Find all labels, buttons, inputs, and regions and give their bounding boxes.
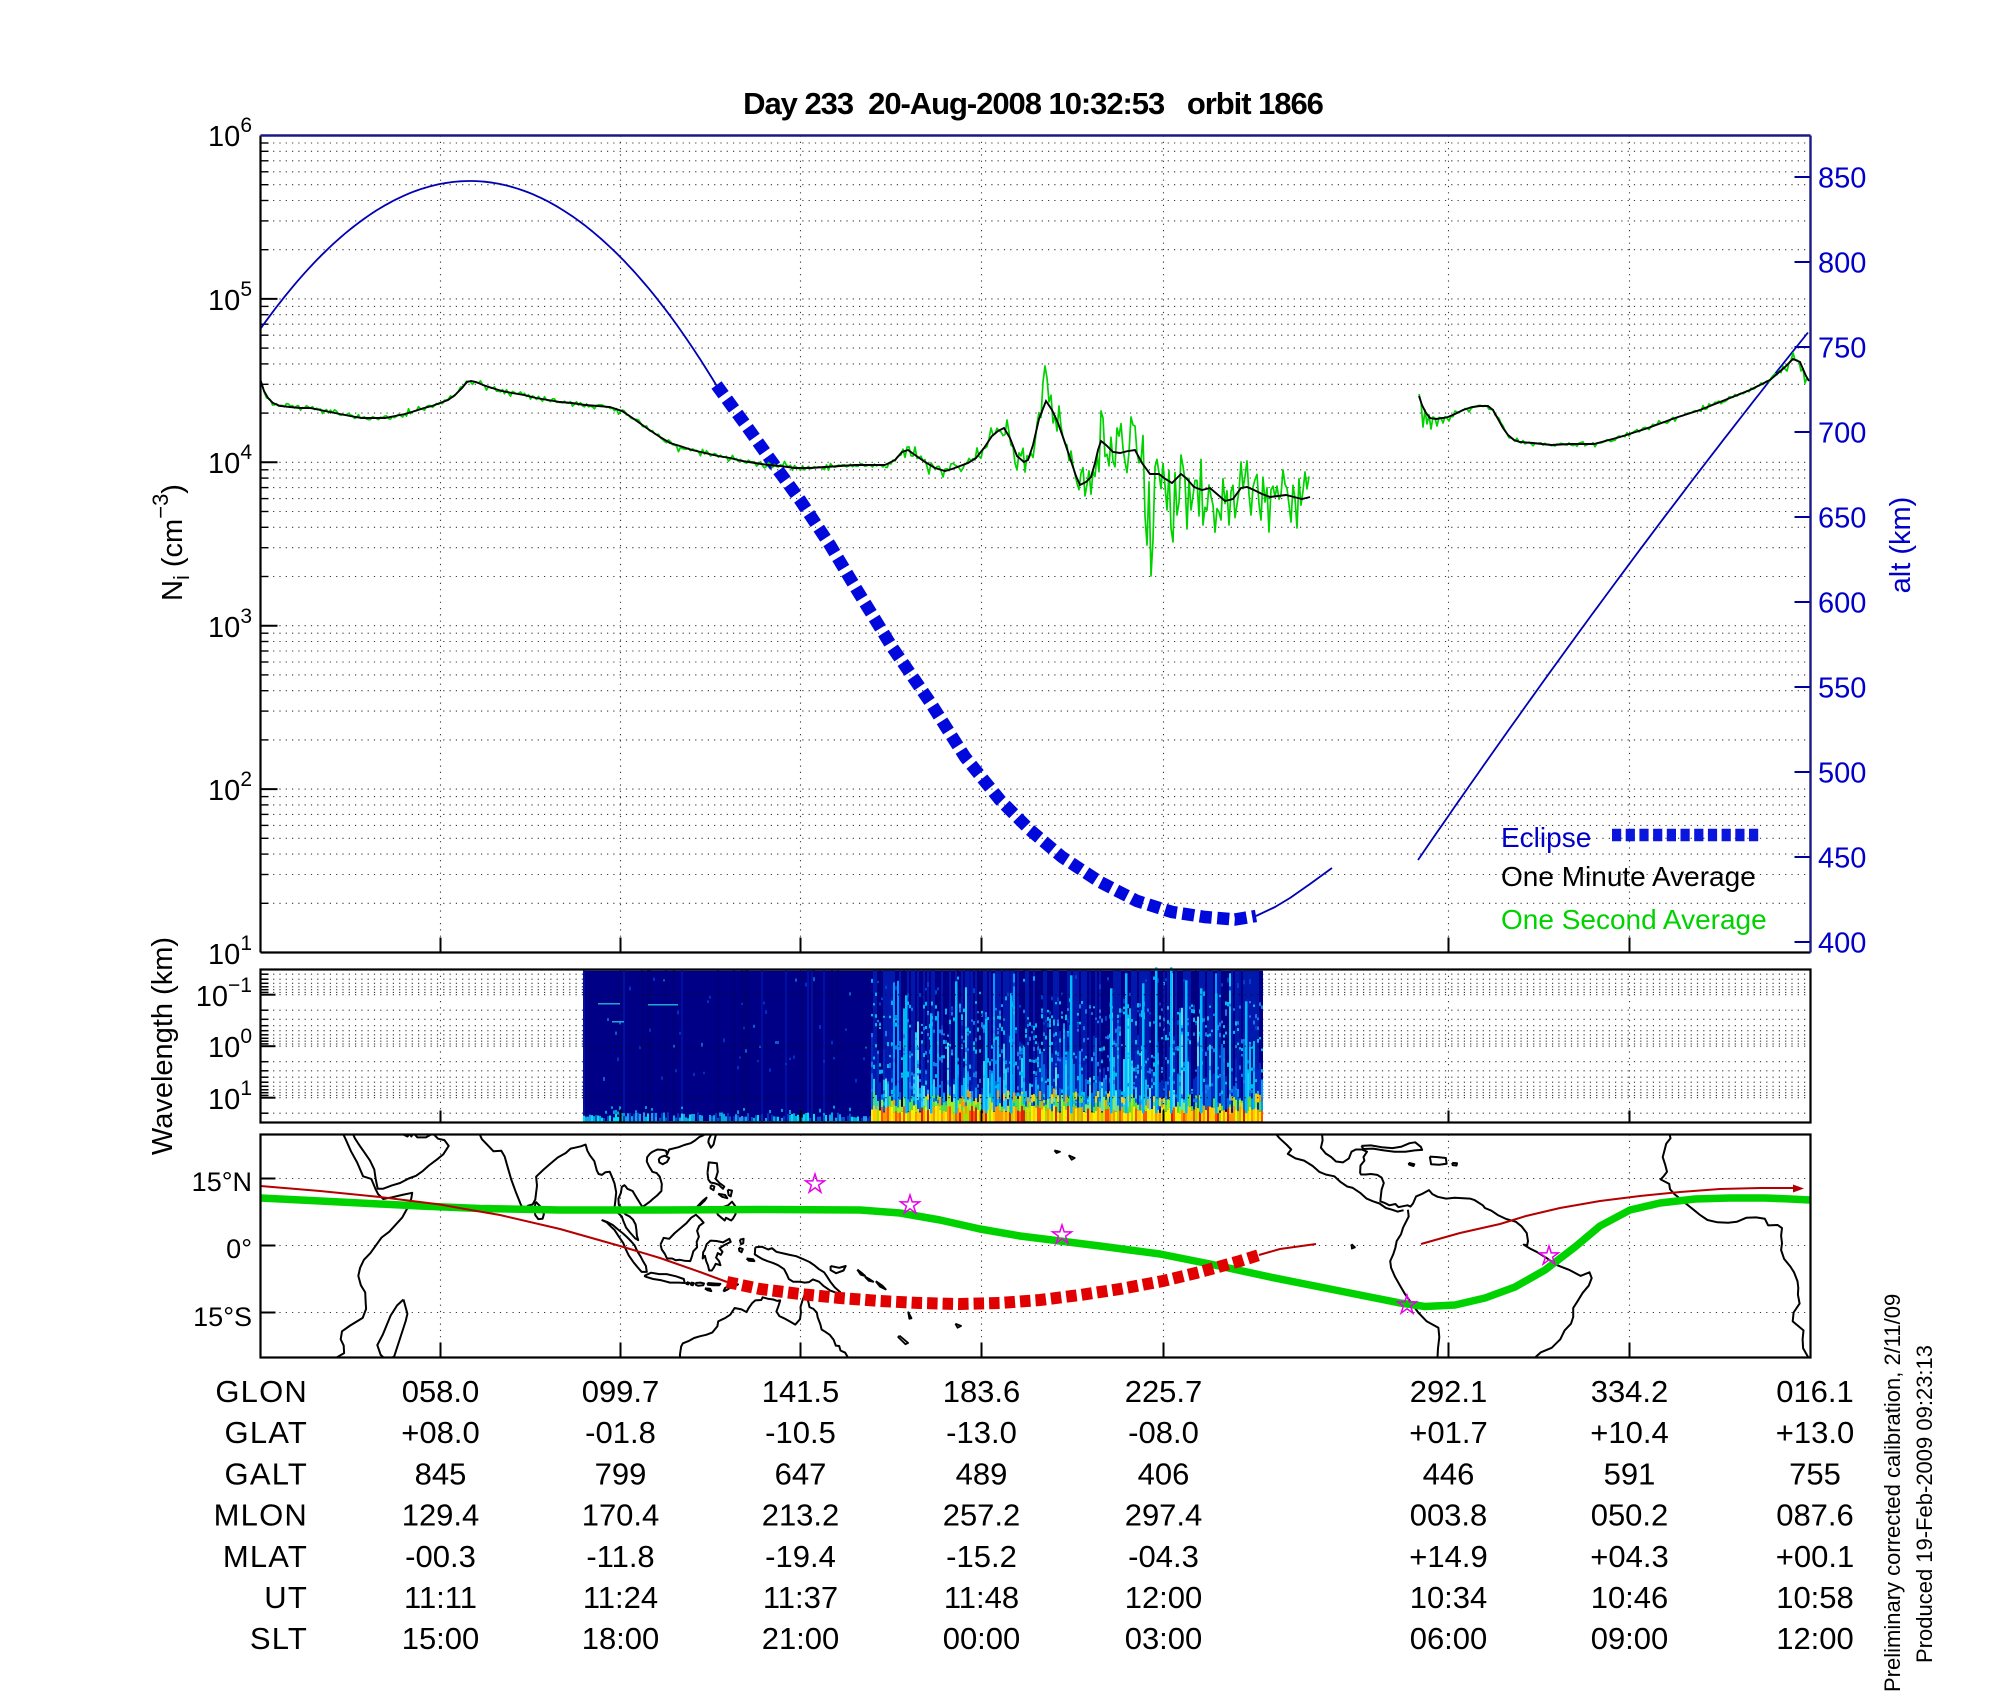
svg-text:-19.4: -19.4 bbox=[765, 1539, 836, 1574]
svg-text:MLON: MLON bbox=[214, 1498, 308, 1533]
svg-text:Preliminary corrected calibrat: Preliminary corrected calibration, 2/11/… bbox=[1880, 1294, 1905, 1692]
svg-text:058.0: 058.0 bbox=[402, 1374, 480, 1409]
svg-text:591: 591 bbox=[1604, 1456, 1656, 1491]
svg-text:+14.9: +14.9 bbox=[1409, 1539, 1487, 1574]
svg-text:06:00: 06:00 bbox=[1410, 1621, 1488, 1656]
svg-text:297.4: 297.4 bbox=[1125, 1498, 1203, 1533]
svg-text:129.4: 129.4 bbox=[402, 1498, 480, 1533]
svg-text:+00.1: +00.1 bbox=[1776, 1539, 1854, 1574]
svg-text:647: 647 bbox=[775, 1456, 827, 1491]
svg-text:11:24: 11:24 bbox=[583, 1580, 658, 1615]
svg-text:550: 550 bbox=[1818, 673, 1866, 705]
svg-text:400: 400 bbox=[1818, 928, 1866, 960]
svg-text:-04.3: -04.3 bbox=[1128, 1539, 1199, 1574]
svg-text:Produced 19-Feb-2009 09:23:13: Produced 19-Feb-2009 09:23:13 bbox=[1912, 1345, 1937, 1663]
svg-text:21:00: 21:00 bbox=[762, 1621, 840, 1656]
svg-text:292.1: 292.1 bbox=[1410, 1374, 1488, 1409]
svg-text:446: 446 bbox=[1423, 1456, 1475, 1491]
svg-text:500: 500 bbox=[1818, 758, 1866, 790]
svg-text:0°: 0° bbox=[226, 1234, 252, 1264]
svg-text:+13.0: +13.0 bbox=[1776, 1415, 1854, 1450]
svg-text:016.1: 016.1 bbox=[1776, 1374, 1854, 1409]
svg-text:12:00: 12:00 bbox=[1776, 1621, 1854, 1656]
svg-text:750: 750 bbox=[1818, 333, 1866, 365]
svg-text:650: 650 bbox=[1818, 503, 1866, 535]
svg-text:406: 406 bbox=[1138, 1456, 1190, 1491]
svg-text:00:00: 00:00 bbox=[943, 1621, 1021, 1656]
svg-text:099.7: 099.7 bbox=[582, 1374, 660, 1409]
svg-text:One Second Average: One Second Average bbox=[1501, 904, 1767, 935]
svg-text:15:00: 15:00 bbox=[402, 1621, 480, 1656]
svg-text:10:34: 10:34 bbox=[1410, 1580, 1488, 1615]
svg-text:334.2: 334.2 bbox=[1591, 1374, 1669, 1409]
svg-text:10:58: 10:58 bbox=[1776, 1580, 1854, 1615]
svg-text:GLON: GLON bbox=[215, 1374, 308, 1409]
svg-text:183.6: 183.6 bbox=[943, 1374, 1021, 1409]
svg-text:450: 450 bbox=[1818, 843, 1866, 875]
svg-text:-13.0: -13.0 bbox=[946, 1415, 1017, 1450]
svg-text:15°N: 15°N bbox=[192, 1167, 252, 1197]
svg-text:-10.5: -10.5 bbox=[765, 1415, 836, 1450]
svg-text:700: 700 bbox=[1818, 418, 1866, 450]
svg-text:050.2: 050.2 bbox=[1591, 1498, 1669, 1533]
svg-text:003.8: 003.8 bbox=[1410, 1498, 1488, 1533]
svg-text:GALT: GALT bbox=[225, 1456, 308, 1491]
svg-text:257.2: 257.2 bbox=[943, 1498, 1021, 1533]
svg-text:SLT: SLT bbox=[250, 1621, 308, 1656]
svg-text:Wavelength (km): Wavelength (km) bbox=[147, 937, 179, 1155]
svg-text:799: 799 bbox=[595, 1456, 647, 1491]
svg-text:10:46: 10:46 bbox=[1591, 1580, 1669, 1615]
svg-text:+10.4: +10.4 bbox=[1590, 1415, 1668, 1450]
svg-text:600: 600 bbox=[1818, 588, 1866, 620]
svg-text:UT: UT bbox=[264, 1580, 308, 1615]
svg-text:-15.2: -15.2 bbox=[946, 1539, 1017, 1574]
svg-text:+04.3: +04.3 bbox=[1590, 1539, 1668, 1574]
svg-text:141.5: 141.5 bbox=[762, 1374, 840, 1409]
svg-text:850: 850 bbox=[1818, 163, 1866, 195]
svg-text:11:48: 11:48 bbox=[944, 1580, 1019, 1615]
svg-text:213.2: 213.2 bbox=[762, 1498, 840, 1533]
svg-text:845: 845 bbox=[415, 1456, 467, 1491]
svg-text:alt (km): alt (km) bbox=[1885, 497, 1917, 594]
svg-text:03:00: 03:00 bbox=[1125, 1621, 1203, 1656]
svg-text:15°S: 15°S bbox=[193, 1302, 252, 1332]
svg-text:11:37: 11:37 bbox=[763, 1580, 838, 1615]
svg-text:Eclipse: Eclipse bbox=[1501, 822, 1591, 853]
svg-text:Day 233 20-Aug-2008 10:32:53: Day 233 20-Aug-2008 10:32:53 orbit 1866 bbox=[743, 86, 1323, 121]
svg-text:-08.0: -08.0 bbox=[1128, 1415, 1199, 1450]
svg-text:-01.8: -01.8 bbox=[585, 1415, 656, 1450]
svg-text:12:00: 12:00 bbox=[1125, 1580, 1203, 1615]
svg-text:11:11: 11:11 bbox=[404, 1580, 477, 1615]
svg-text:One Minute Average: One Minute Average bbox=[1501, 861, 1756, 892]
svg-text:09:00: 09:00 bbox=[1591, 1621, 1669, 1656]
svg-text:087.6: 087.6 bbox=[1776, 1498, 1854, 1533]
svg-text:18:00: 18:00 bbox=[582, 1621, 660, 1656]
svg-text:101: 101 bbox=[208, 932, 252, 971]
svg-text:MLAT: MLAT bbox=[223, 1539, 308, 1574]
svg-text:+01.7: +01.7 bbox=[1409, 1415, 1487, 1450]
svg-text:-11.8: -11.8 bbox=[586, 1539, 654, 1574]
svg-text:800: 800 bbox=[1818, 248, 1866, 280]
svg-text:225.7: 225.7 bbox=[1125, 1374, 1203, 1409]
svg-text:489: 489 bbox=[956, 1456, 1008, 1491]
svg-text:+08.0: +08.0 bbox=[401, 1415, 479, 1450]
svg-text:-00.3: -00.3 bbox=[405, 1539, 476, 1574]
svg-text:170.4: 170.4 bbox=[582, 1498, 660, 1533]
svg-text:GLAT: GLAT bbox=[225, 1415, 308, 1450]
svg-text:755: 755 bbox=[1789, 1456, 1841, 1491]
